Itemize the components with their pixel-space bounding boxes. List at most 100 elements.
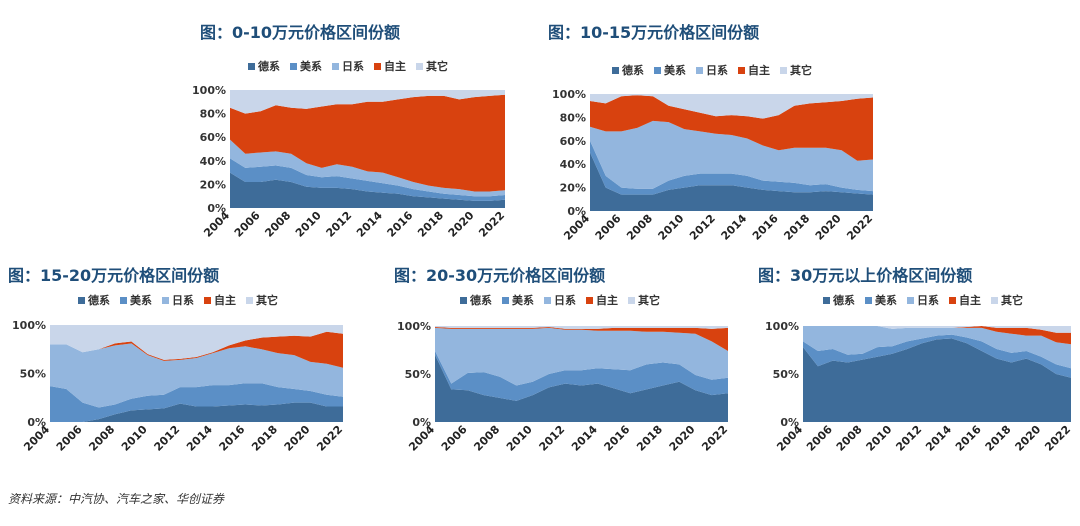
chart-title: 图：20-30万元价格区间份额 xyxy=(394,266,606,285)
legend-item: 其它 xyxy=(246,292,278,308)
legend-item: 自主 xyxy=(204,292,236,308)
legend-item: 其它 xyxy=(780,62,812,78)
legend-item: 美系 xyxy=(865,292,897,308)
y-tick-label: 100% xyxy=(192,84,226,97)
legend-item: 日系 xyxy=(332,58,364,74)
legend-item: 德系 xyxy=(78,292,110,308)
area-chart-10-15: 0%20%40%60%80%100%2004 2006 2008 2010 2012 20… xyxy=(552,88,875,243)
legend-label: 德系 xyxy=(258,60,280,73)
x-tick-label: 2016 xyxy=(217,423,248,454)
chart-legend: 德系 美系 日系 自主 其它 xyxy=(823,292,1023,308)
legend-label: 德系 xyxy=(622,64,644,77)
area-series-德系 xyxy=(590,152,873,211)
x-tick-label: 2022 xyxy=(1042,423,1073,454)
x-tick-label: 2012 xyxy=(323,209,354,240)
y-tick-label: 40% xyxy=(200,155,226,168)
legend-item: 日系 xyxy=(162,292,194,308)
x-tick-label: 2008 xyxy=(624,212,655,243)
y-tick-label: 20% xyxy=(560,182,586,195)
x-tick-label: 2006 xyxy=(232,209,263,240)
legend-swatch xyxy=(865,296,872,304)
area-series-美系 xyxy=(803,334,1071,378)
x-tick-label: 2010 xyxy=(656,212,687,243)
area-series-美系 xyxy=(50,383,343,422)
legend-label: 日系 xyxy=(917,294,939,307)
legend-swatch xyxy=(738,66,745,74)
legend-label: 自主 xyxy=(959,294,981,307)
legend-item: 自主 xyxy=(738,62,770,78)
y-tick-label: 100% xyxy=(765,320,799,333)
x-tick-label: 2018 xyxy=(781,212,812,243)
legend-swatch xyxy=(290,62,297,70)
legend-swatch xyxy=(628,296,635,304)
x-tick-label: 2020 xyxy=(667,423,698,454)
legend-swatch xyxy=(586,296,593,304)
legend-label: 其它 xyxy=(256,294,278,307)
y-tick-label: 100% xyxy=(12,319,46,332)
legend-item: 其它 xyxy=(991,292,1023,308)
chart-title: 图：10-15万元价格区间份额 xyxy=(548,23,760,42)
x-tick-label: 2006 xyxy=(54,423,85,454)
x-tick-label: 2008 xyxy=(834,423,865,454)
chart-title: 图：15-20万元价格区间份额 xyxy=(8,266,220,285)
y-tick-label: 0% xyxy=(567,205,586,218)
y-tick-label: 40% xyxy=(560,158,586,171)
x-tick-label: 2016 xyxy=(385,209,416,240)
x-tick-label: 2012 xyxy=(151,423,182,454)
y-tick-label: 50% xyxy=(405,368,431,381)
legend-label: 其它 xyxy=(426,60,448,73)
x-tick-label: 2022 xyxy=(476,209,507,240)
legend-label: 日系 xyxy=(172,294,194,307)
area-series-日系 xyxy=(50,343,343,408)
x-tick-label: 2014 xyxy=(569,423,600,454)
chart-legend: 德系 美系 日系 自主 其它 xyxy=(248,58,448,74)
area-series-自主 xyxy=(435,327,728,351)
legend-label: 美系 xyxy=(875,294,897,307)
legend-label: 美系 xyxy=(130,294,152,307)
x-tick-label: 2022 xyxy=(844,212,875,243)
area-series-美系 xyxy=(590,140,873,195)
area-series-其它 xyxy=(50,325,343,360)
x-tick-label: 2014 xyxy=(923,423,954,454)
legend-swatch xyxy=(78,296,85,304)
area-series-自主 xyxy=(590,95,873,161)
x-tick-label: 2010 xyxy=(119,423,150,454)
legend-label: 美系 xyxy=(300,60,322,73)
legend-item: 自主 xyxy=(586,292,618,308)
legend-item: 德系 xyxy=(460,292,492,308)
x-tick-label: 2020 xyxy=(282,423,313,454)
area-chart-20-30: 0%50%100%2004 2006 2008 2010 2012 2014 2016 201… xyxy=(397,320,730,454)
chart-legend: 德系 美系 日系 自主 其它 xyxy=(460,292,660,308)
legend-swatch xyxy=(246,296,253,304)
x-tick-label: 2018 xyxy=(415,209,446,240)
legend-item: 日系 xyxy=(696,62,728,78)
x-tick-label: 2018 xyxy=(249,423,280,454)
legend-swatch xyxy=(162,296,169,304)
legend-swatch xyxy=(654,66,661,74)
legend-swatch xyxy=(332,62,339,70)
legend-swatch xyxy=(248,62,255,70)
y-tick-label: 50% xyxy=(773,368,799,381)
legend-swatch xyxy=(949,296,956,304)
x-tick-label: 2014 xyxy=(354,209,385,240)
x-tick-label: 2016 xyxy=(602,423,633,454)
legend-swatch xyxy=(907,296,914,304)
legend-label: 日系 xyxy=(342,60,364,73)
legend-swatch xyxy=(416,62,423,70)
y-tick-label: 80% xyxy=(200,108,226,121)
y-tick-label: 0% xyxy=(207,202,226,215)
area-series-其它 xyxy=(590,94,873,119)
legend-label: 德系 xyxy=(833,294,855,307)
area-series-德系 xyxy=(803,338,1071,422)
legend-label: 自主 xyxy=(748,64,770,77)
y-tick-label: 60% xyxy=(200,131,226,144)
legend-item: 美系 xyxy=(290,58,322,74)
chart-title: 图：30万元以上价格区间份额 xyxy=(758,266,973,285)
legend-label: 德系 xyxy=(470,294,492,307)
area-series-日系 xyxy=(803,326,1071,369)
area-series-自主 xyxy=(803,326,1071,345)
area-series-其它 xyxy=(803,326,1071,333)
legend-label: 美系 xyxy=(664,64,686,77)
x-tick-label: 2018 xyxy=(983,423,1014,454)
x-tick-label: 2006 xyxy=(804,423,835,454)
